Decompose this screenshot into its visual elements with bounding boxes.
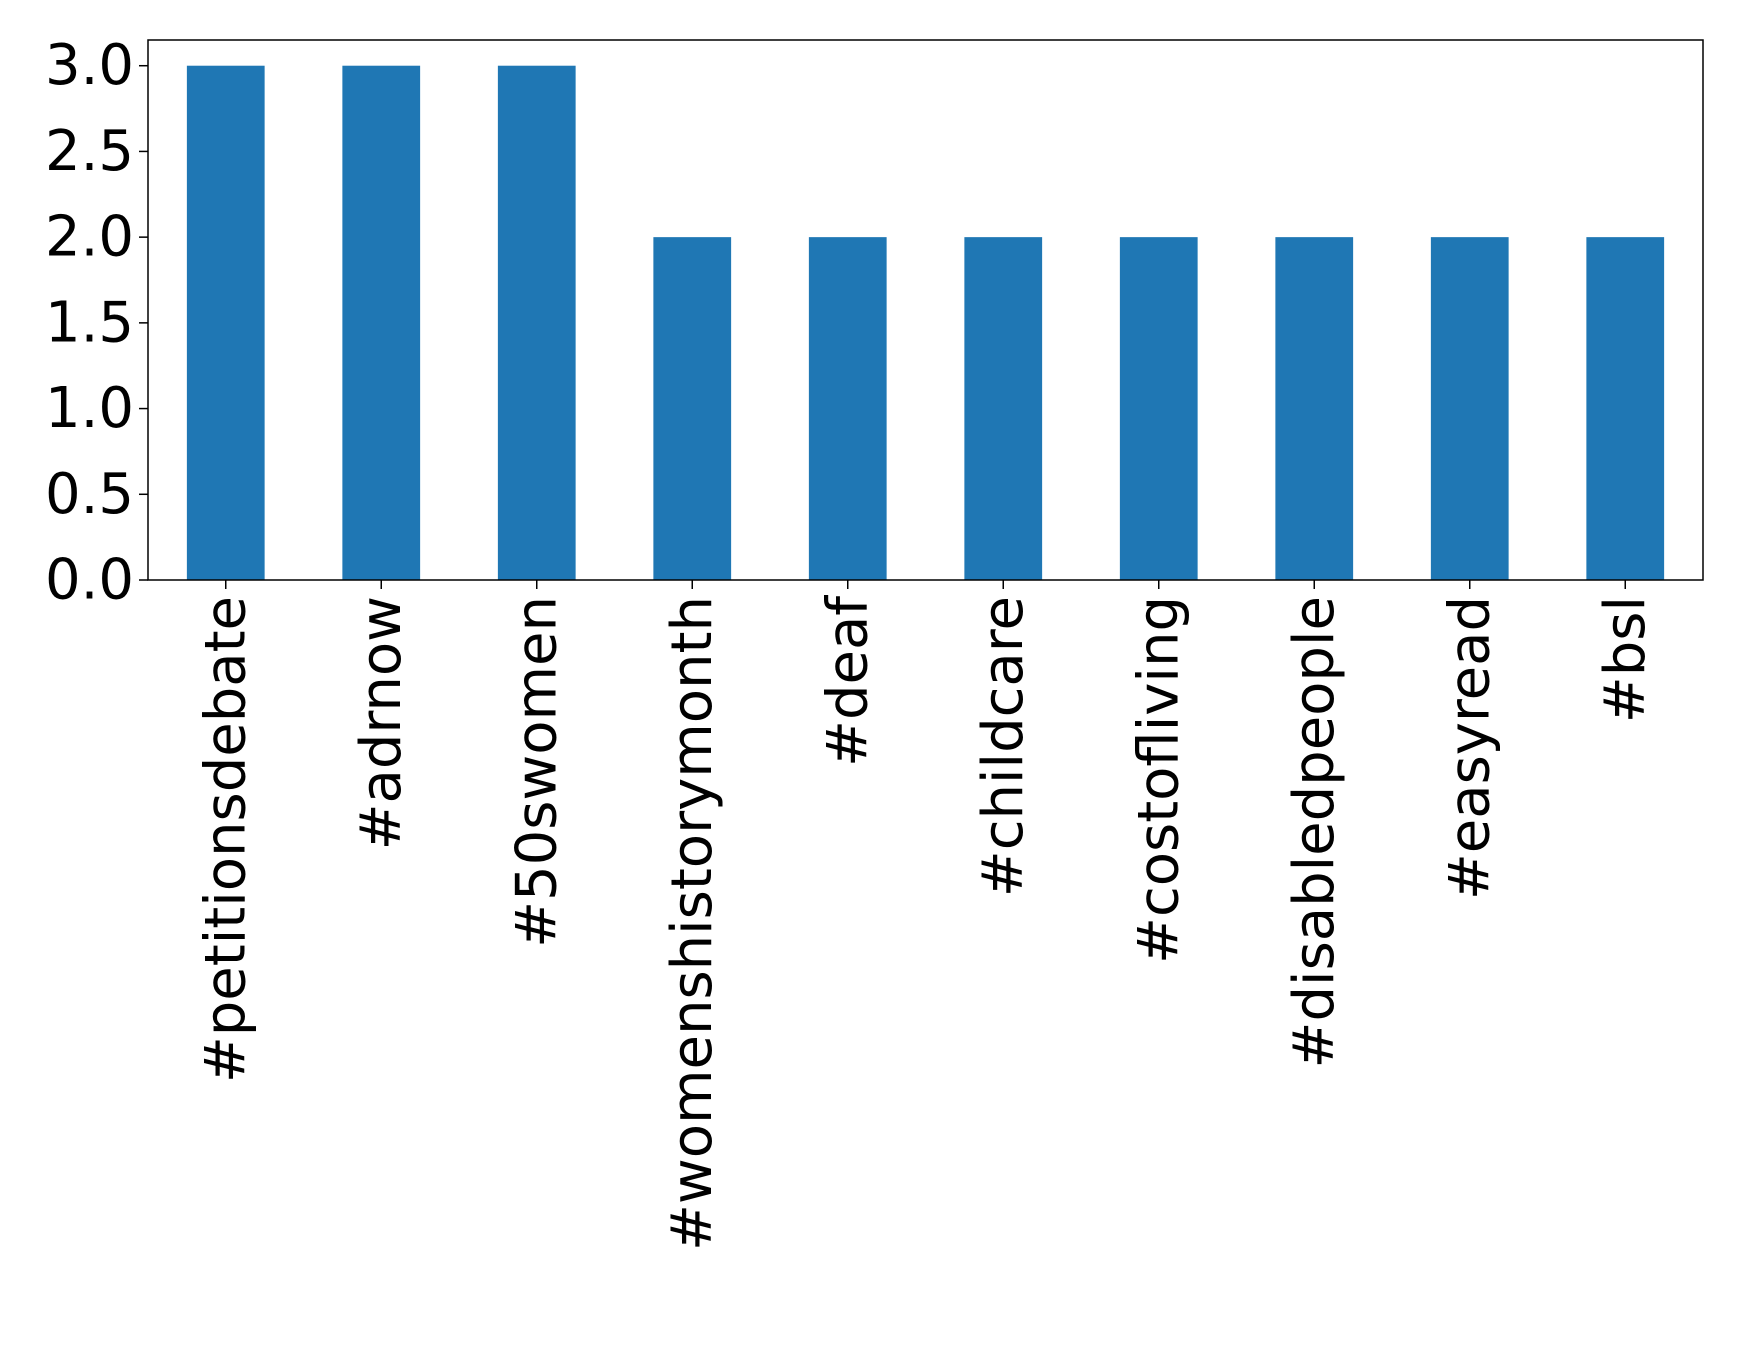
y-tick-label: 2.5 [45, 119, 134, 184]
bar [1119, 237, 1198, 580]
x-tick-label: #adrnow [349, 596, 414, 850]
y-tick-label: 0.0 [45, 548, 134, 613]
bar [342, 65, 421, 580]
x-tick-label: #costofliving [1126, 596, 1191, 964]
x-axis: #petitionsdebate #adrnow #50swomen #womensh… [193, 580, 1658, 1251]
bar [1275, 237, 1354, 580]
bar [497, 65, 576, 580]
bar [1586, 237, 1665, 580]
x-tick-label: #disabledpeople [1282, 596, 1347, 1068]
x-tick-label: #petitionsdebate [193, 596, 258, 1083]
bar [186, 65, 265, 580]
x-tick-label: #easyread [1437, 596, 1502, 900]
bar [808, 237, 887, 580]
y-tick-label: 3.0 [45, 33, 134, 98]
y-tick-label: 0.5 [45, 462, 134, 527]
bar [964, 237, 1043, 580]
y-tick-label: 1.5 [45, 290, 134, 355]
x-tick-label: #50swomen [504, 596, 569, 948]
bar [653, 237, 732, 580]
plot-frame [147, 39, 1704, 581]
x-tick-label: #bsl [1593, 596, 1658, 723]
y-axis: 0.0 0.5 1.0 1.5 2.0 2.5 3.0 [45, 33, 148, 613]
y-tick-label: 2.0 [45, 205, 134, 270]
x-tick-label: #childcare [971, 596, 1036, 897]
x-tick-label: #deaf [815, 595, 880, 767]
y-tick-label: 1.0 [45, 376, 134, 441]
bars-group [186, 65, 1665, 580]
bar [1430, 237, 1509, 580]
x-tick-label: #womenshistorymonth [660, 596, 725, 1251]
